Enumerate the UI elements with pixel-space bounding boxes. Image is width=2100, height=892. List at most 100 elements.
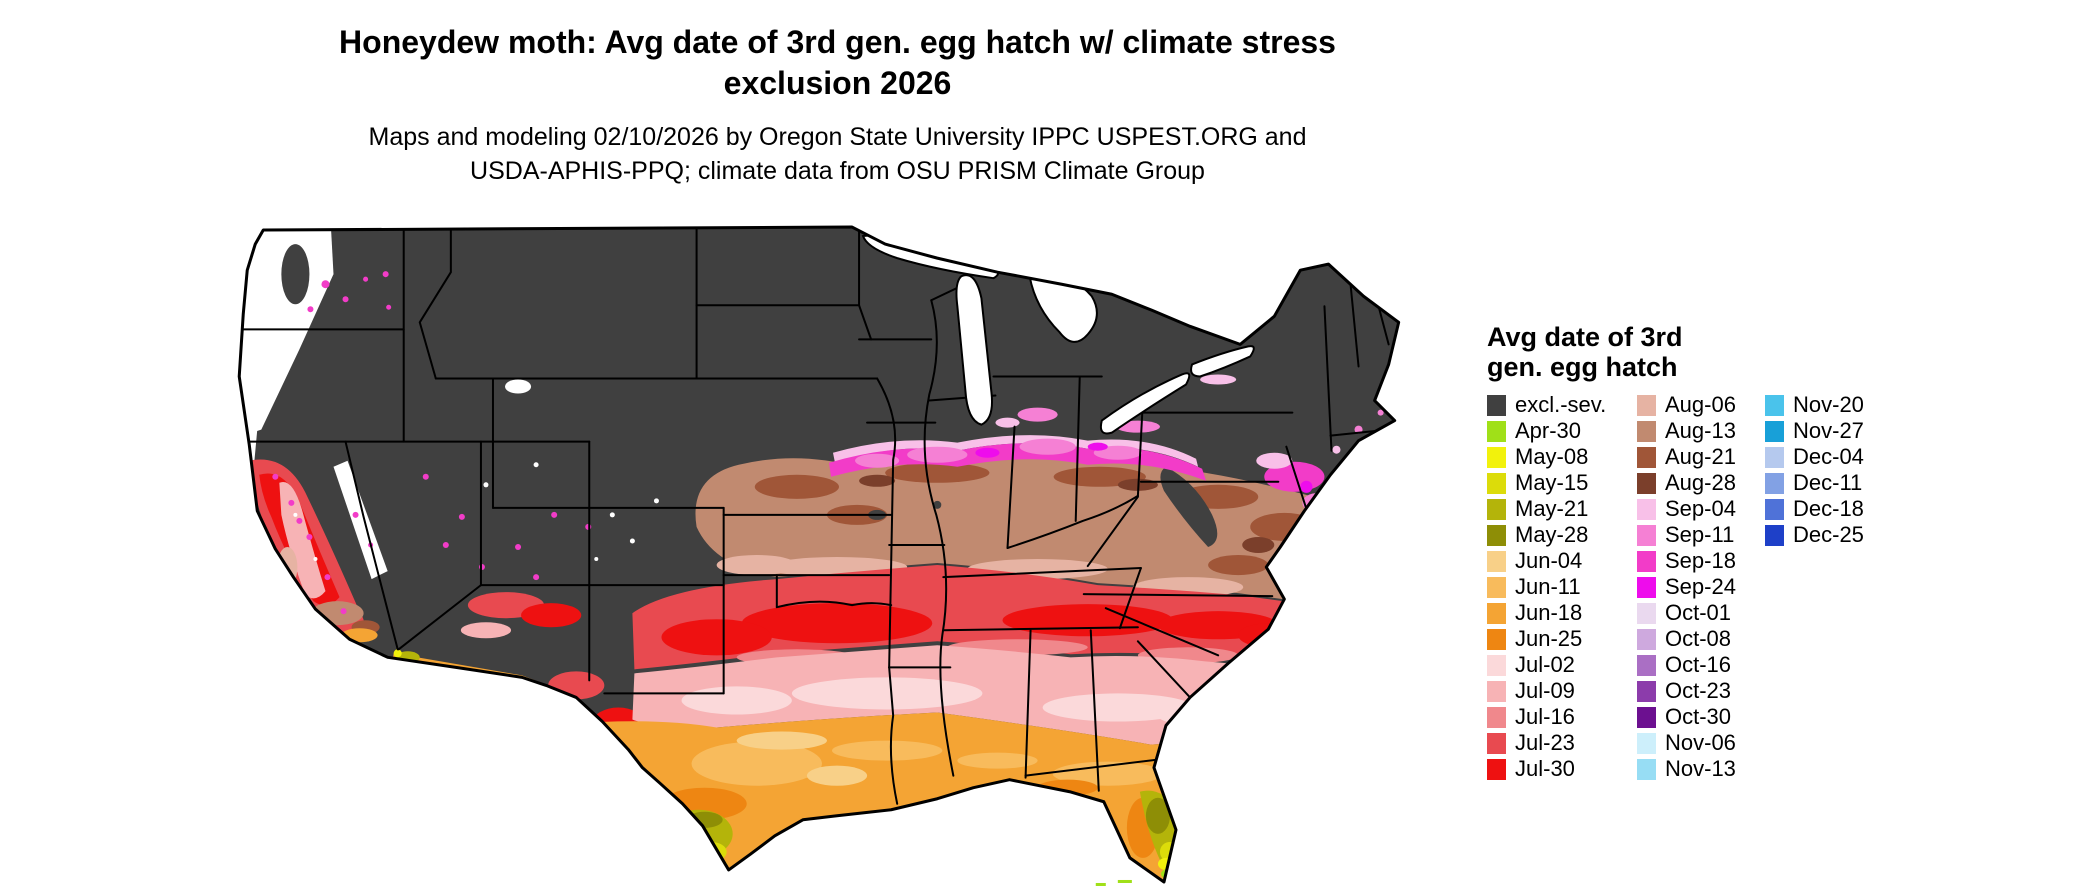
legend-label: Oct-01 xyxy=(1665,600,1732,625)
legend-entry: Aug-21 xyxy=(1637,444,1765,470)
legend-entry: Jul-02 xyxy=(1487,652,1637,678)
page-subtitle-line1: Maps and modeling 02/10/2026 by Oregon S… xyxy=(368,123,1307,151)
lake-michigan xyxy=(955,274,993,426)
legend-swatch xyxy=(1637,524,1656,546)
legend-label: Sep-11 xyxy=(1665,522,1735,547)
legend-entry: May-15 xyxy=(1487,470,1637,496)
legend-entry: Dec-18 xyxy=(1765,496,1864,522)
legend-label: Jun-11 xyxy=(1515,574,1581,599)
legend-label: Oct-08 xyxy=(1665,626,1732,651)
legend-label: excl.-sev. xyxy=(1515,392,1607,417)
legend-swatch xyxy=(1637,602,1656,624)
legend-swatch xyxy=(1637,732,1656,754)
legend-swatch xyxy=(1487,628,1506,650)
legend-swatch xyxy=(1487,654,1506,676)
legend-entry: Jul-30 xyxy=(1487,756,1637,782)
map-legend: Avg date of 3rd gen. egg hatch excl.-sev… xyxy=(1487,322,1864,782)
legend-label: May-21 xyxy=(1515,496,1589,521)
legend-entry: Oct-01 xyxy=(1637,600,1765,626)
legend-label: Nov-27 xyxy=(1793,418,1864,443)
state-borders xyxy=(239,227,1390,805)
page-subtitle: Maps and modeling 02/10/2026 by Oregon S… xyxy=(0,120,1675,188)
legend-label: Jul-23 xyxy=(1515,730,1575,755)
page-title-line1: Honeydew moth: Avg date of 3rd gen. egg … xyxy=(339,24,1336,60)
legend-swatch xyxy=(1637,498,1656,520)
legend-label: Dec-11 xyxy=(1793,470,1863,495)
legend-swatch xyxy=(1487,394,1506,416)
legend-entry: Aug-28 xyxy=(1637,470,1765,496)
legend-entry: Nov-20 xyxy=(1765,392,1864,418)
legend-label: May-15 xyxy=(1515,470,1589,495)
legend-entry: Dec-25 xyxy=(1765,522,1864,548)
legend-swatch xyxy=(1487,706,1506,728)
legend-swatch xyxy=(1765,420,1784,442)
legend-label: Sep-18 xyxy=(1665,548,1736,573)
legend-swatch xyxy=(1637,472,1656,494)
page-title-line2: exclusion 2026 xyxy=(723,65,952,101)
legend-label: Dec-18 xyxy=(1793,496,1864,521)
legend-label: Aug-28 xyxy=(1665,470,1736,495)
page-title: Honeydew moth: Avg date of 3rd gen. egg … xyxy=(0,22,1675,104)
legend-entry: Jul-16 xyxy=(1487,704,1637,730)
lake-erie xyxy=(1099,372,1191,435)
legend-label: Sep-24 xyxy=(1665,574,1736,599)
legend-label: Jul-09 xyxy=(1515,678,1575,703)
legend-entry: excl.-sev. xyxy=(1487,392,1637,418)
legend-entry: Nov-13 xyxy=(1637,756,1765,782)
legend-swatch xyxy=(1637,394,1656,416)
legend-label: Aug-21 xyxy=(1665,444,1736,469)
legend-swatch xyxy=(1487,524,1506,546)
legend-swatch xyxy=(1637,420,1656,442)
legend-swatch xyxy=(1487,420,1506,442)
legend-entry: Apr-30 xyxy=(1487,418,1637,444)
legend-swatch xyxy=(1637,446,1656,468)
legend-label: May-08 xyxy=(1515,444,1589,469)
legend-entry: Nov-06 xyxy=(1637,730,1765,756)
legend-column-1: excl.-sev. Apr-30 May-08 May-15 May-21 May-28… xyxy=(1487,392,1637,782)
legend-swatch xyxy=(1637,550,1656,572)
legend-label: Jun-04 xyxy=(1515,548,1583,573)
legend-entry: May-21 xyxy=(1487,496,1637,522)
legend-label: Aug-13 xyxy=(1665,418,1736,443)
legend-label: Jun-25 xyxy=(1515,626,1583,651)
lake-ontario xyxy=(1190,345,1255,378)
legend-swatch xyxy=(1765,524,1784,546)
legend-swatch xyxy=(1487,550,1506,572)
legend-swatch xyxy=(1637,758,1656,780)
legend-title: Avg date of 3rd gen. egg hatch xyxy=(1487,322,1864,382)
legend-label: Sep-04 xyxy=(1665,496,1736,521)
legend-label: Apr-30 xyxy=(1515,418,1582,443)
legend-label: Oct-23 xyxy=(1665,678,1732,703)
legend-swatch xyxy=(1765,498,1784,520)
legend-entry: Dec-04 xyxy=(1765,444,1864,470)
legend-swatch xyxy=(1637,576,1656,598)
legend-entry: Aug-06 xyxy=(1637,392,1765,418)
legend-title-line1: Avg date of 3rd xyxy=(1487,322,1683,352)
legend-swatch xyxy=(1487,498,1506,520)
legend-swatch xyxy=(1765,394,1784,416)
legend-entry: Nov-27 xyxy=(1765,418,1864,444)
legend-entry: Oct-16 xyxy=(1637,652,1765,678)
legend-label: Oct-16 xyxy=(1665,652,1732,677)
legend-swatch xyxy=(1487,758,1506,780)
legend-column-2: Aug-06 Aug-13 Aug-21 Aug-28 Sep-04 Sep-11 Sep-… xyxy=(1637,392,1765,782)
legend-label: Dec-25 xyxy=(1793,522,1864,547)
map-fill-regions xyxy=(239,227,1399,882)
legend-title-line2: gen. egg hatch xyxy=(1487,352,1678,382)
legend-entry: Jun-11 xyxy=(1487,574,1637,600)
page-subtitle-line2: USDA-APHIS-PPQ; climate data from OSU PR… xyxy=(470,157,1205,185)
legend-label: May-28 xyxy=(1515,522,1589,547)
legend-entry: Jun-04 xyxy=(1487,548,1637,574)
legend-entry: Jul-09 xyxy=(1487,678,1637,704)
legend-label: Jul-16 xyxy=(1515,704,1575,729)
legend-label: Nov-20 xyxy=(1793,392,1864,417)
legend-swatch xyxy=(1487,446,1506,468)
legend-entry: Oct-30 xyxy=(1637,704,1765,730)
legend-entry: Sep-24 xyxy=(1637,574,1765,600)
legend-entry: May-08 xyxy=(1487,444,1637,470)
legend-label: Dec-04 xyxy=(1793,444,1864,469)
legend-label: Aug-06 xyxy=(1665,392,1736,417)
legend-swatch xyxy=(1487,680,1506,702)
legend-swatch xyxy=(1487,732,1506,754)
legend-label: Oct-30 xyxy=(1665,704,1732,729)
